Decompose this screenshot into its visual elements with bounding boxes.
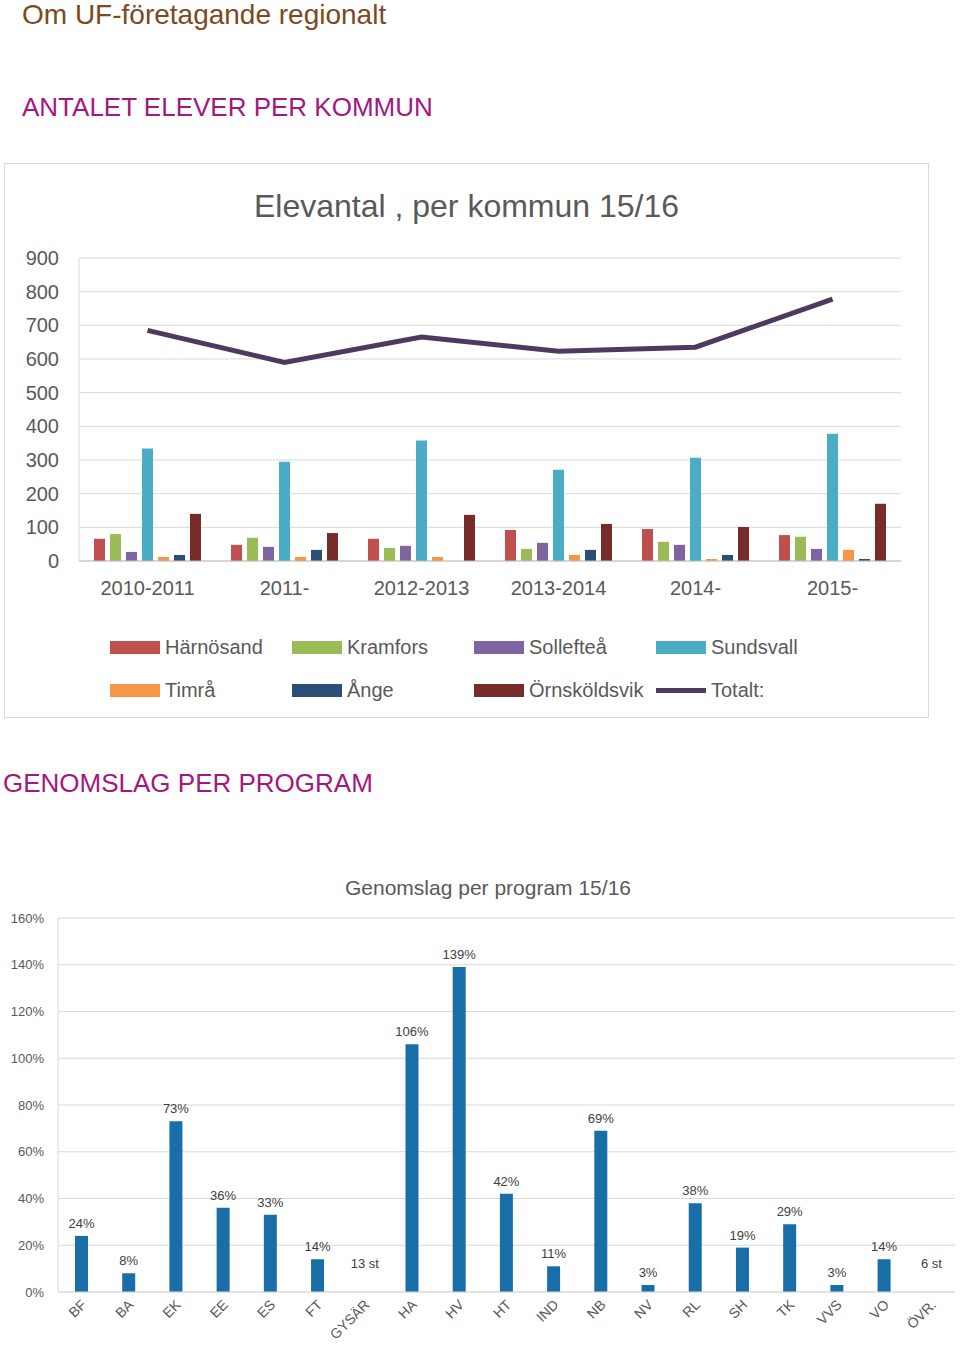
html-text:Örnsköldsvik: Örnsköldsvik	[529, 679, 644, 701]
svg-text:300: 300	[26, 449, 59, 471]
svg-text:13 st: 13 st	[351, 1256, 380, 1271]
svg-text:33%: 33%	[257, 1195, 283, 1210]
svg-text:40%: 40%	[18, 1191, 44, 1206]
svg-text:0%: 0%	[25, 1285, 44, 1300]
svg-text:11%: 11%	[541, 1246, 566, 1261]
html-text:Ånge: Ånge	[347, 679, 394, 701]
svg-text:VVS: VVS	[814, 1296, 845, 1327]
svg-text:700: 700	[26, 314, 59, 336]
svg-text:73%: 73%	[163, 1101, 189, 1116]
svg-text:140%: 140%	[11, 957, 45, 972]
svg-text:2014-: 2014-	[670, 577, 721, 599]
svg-text:36%: 36%	[210, 1188, 236, 1203]
svg-text:ÖVR.: ÖVR.	[903, 1296, 939, 1332]
svg-text:3%: 3%	[639, 1265, 658, 1280]
svg-text:38%: 38%	[682, 1183, 708, 1198]
svg-text:NV: NV	[631, 1296, 657, 1322]
svg-text:29%: 29%	[777, 1204, 803, 1219]
svg-text:6 st: 6 st	[921, 1256, 942, 1271]
svg-text:139%: 139%	[443, 947, 477, 962]
svg-text:2010-2011: 2010-2011	[100, 577, 194, 599]
svg-text:0: 0	[48, 550, 59, 572]
svg-text:2012-2013: 2012-2013	[374, 577, 470, 599]
svg-text:2013-2014: 2013-2014	[511, 577, 607, 599]
svg-text:8%: 8%	[119, 1253, 138, 1268]
svg-text:900: 900	[26, 247, 59, 269]
svg-text:SH: SH	[725, 1296, 750, 1321]
svg-text:200: 200	[26, 483, 59, 505]
svg-text:BA: BA	[112, 1296, 137, 1321]
svg-text:100%: 100%	[11, 1051, 45, 1066]
svg-text:3%: 3%	[827, 1265, 846, 1280]
html-text:Kramfors: Kramfors	[347, 636, 429, 658]
html-text:Sundsvall: Sundsvall	[711, 636, 798, 658]
svg-text:EK: EK	[159, 1296, 184, 1321]
svg-text:60%: 60%	[18, 1144, 44, 1159]
svg-text:ES: ES	[254, 1296, 279, 1321]
svg-text:20%: 20%	[18, 1238, 44, 1253]
svg-text:2015-: 2015-	[807, 577, 858, 599]
svg-text:14%: 14%	[305, 1239, 331, 1254]
svg-text:600: 600	[26, 348, 59, 370]
svg-text:BF: BF	[65, 1296, 89, 1320]
svg-text:GYSÄR: GYSÄR	[327, 1296, 373, 1342]
html-text:ANTALET ELEVER PER KOMMUN: ANTALET ELEVER PER KOMMUN	[22, 92, 433, 122]
svg-text:19%: 19%	[729, 1228, 755, 1243]
svg-text:IND: IND	[533, 1296, 561, 1324]
svg-text:HV: HV	[442, 1296, 468, 1322]
svg-text:VO: VO	[866, 1296, 892, 1322]
html-text:Totalt:: Totalt:	[711, 679, 765, 701]
svg-text:500: 500	[26, 382, 59, 404]
svg-text:69%: 69%	[588, 1111, 614, 1126]
html-text:Genomslag per program 15/16: Genomslag per program 15/16	[345, 876, 631, 899]
svg-text:FT: FT	[302, 1296, 326, 1320]
html-text:Om UF-företagande regionalt: Om UF-företagande regionalt	[22, 0, 387, 30]
svg-text:400: 400	[26, 415, 59, 437]
svg-text:14%: 14%	[871, 1239, 897, 1254]
svg-text:80%: 80%	[18, 1098, 44, 1113]
svg-text:100: 100	[26, 516, 59, 538]
svg-text:HA: HA	[395, 1296, 421, 1322]
svg-text:EE: EE	[206, 1296, 231, 1321]
svg-text:106%: 106%	[395, 1024, 429, 1039]
html-text:Elevantal , per kommun 15/16: Elevantal , per kommun 15/16	[253, 188, 680, 224]
svg-text:160%: 160%	[11, 911, 45, 926]
svg-text:42%: 42%	[493, 1174, 519, 1189]
html-text:Härnösand: Härnösand	[165, 636, 263, 658]
svg-text:2011-: 2011-	[260, 577, 310, 599]
svg-text:RL: RL	[679, 1296, 703, 1320]
html-text:GENOMSLAG PER PROGRAM: GENOMSLAG PER PROGRAM	[3, 768, 373, 798]
html-text:Timrå: Timrå	[165, 679, 216, 701]
html-text:Sollefteå: Sollefteå	[529, 636, 607, 658]
svg-text:HT: HT	[490, 1296, 515, 1321]
svg-text:NB: NB	[584, 1296, 609, 1321]
svg-text:800: 800	[26, 281, 59, 303]
svg-text:24%: 24%	[68, 1216, 94, 1231]
svg-text:120%: 120%	[11, 1004, 45, 1019]
svg-text:TK: TK	[774, 1296, 798, 1320]
